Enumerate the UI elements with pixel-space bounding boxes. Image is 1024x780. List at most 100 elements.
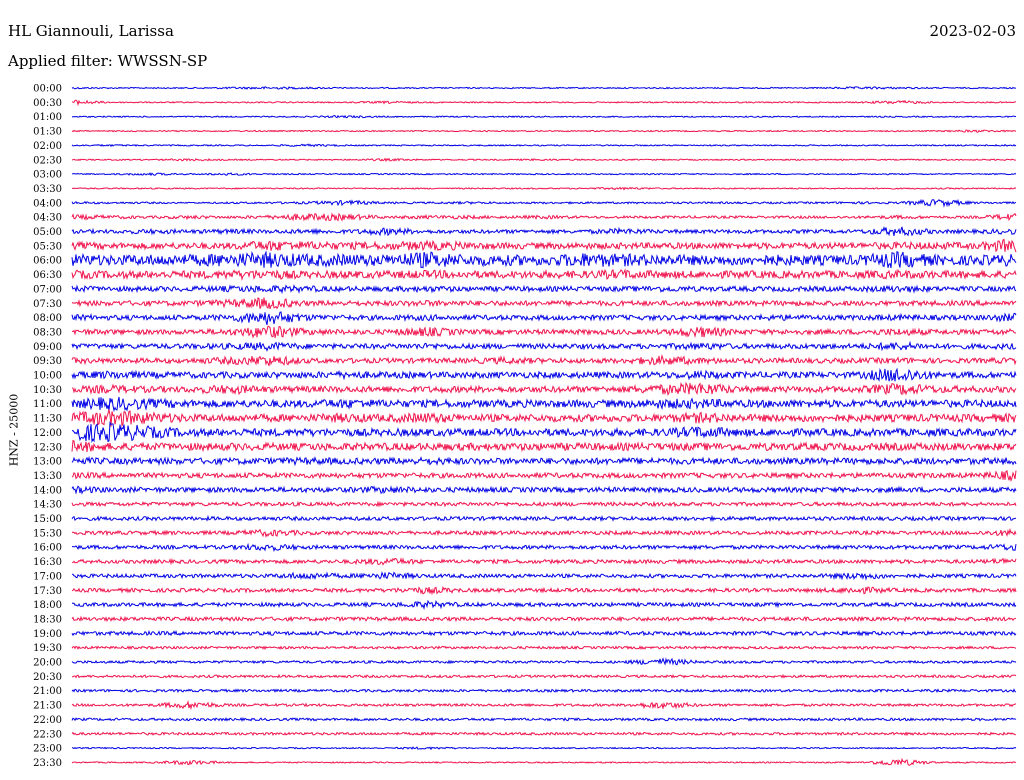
trace-row xyxy=(71,688,1017,694)
time-tick-label: 19:00 xyxy=(33,629,62,640)
trace-row xyxy=(71,409,1017,428)
trace-row xyxy=(71,268,1017,281)
trace-row xyxy=(71,527,1017,538)
trace-row xyxy=(71,354,1017,367)
station-title: HL Giannouli, Larissa xyxy=(8,22,174,40)
trace-row xyxy=(71,470,1017,483)
time-tick-label: 06:30 xyxy=(33,270,62,281)
trace-row xyxy=(71,421,1017,444)
trace-row xyxy=(71,615,1017,623)
trace-row xyxy=(71,599,1017,611)
trace-row xyxy=(71,250,1017,269)
time-tick-label: 17:00 xyxy=(33,571,62,582)
time-tick-label: 14:00 xyxy=(33,485,62,496)
trace-row xyxy=(71,485,1017,495)
trace-row xyxy=(71,340,1017,352)
trace-row xyxy=(71,325,1017,339)
trace-row xyxy=(71,114,1017,119)
trace-row xyxy=(71,86,1017,90)
time-tick-label: 00:00 xyxy=(33,84,62,95)
trace-row xyxy=(71,557,1017,566)
trace-row xyxy=(71,542,1017,553)
trace-row xyxy=(71,731,1017,737)
time-tick-label: 11:00 xyxy=(33,399,62,410)
time-tick-label: 22:30 xyxy=(33,729,62,740)
trace-row xyxy=(71,99,1017,107)
time-tick-label: 10:30 xyxy=(33,385,62,396)
time-tick-label: 21:30 xyxy=(33,701,62,712)
trace-row xyxy=(71,396,1017,413)
trace-row xyxy=(71,746,1017,751)
time-tick-label: 21:00 xyxy=(33,686,62,697)
time-tick-label: 01:30 xyxy=(33,127,62,138)
time-tick-label: 07:30 xyxy=(33,299,62,310)
time-tick-label: 03:30 xyxy=(33,184,62,195)
time-tick-label: 13:00 xyxy=(33,457,62,468)
time-tick-label: 09:30 xyxy=(33,356,62,367)
time-tick-label: 06:00 xyxy=(33,256,62,267)
time-tick-label: 05:30 xyxy=(33,241,62,252)
time-tick-label: 10:00 xyxy=(33,371,62,382)
trace-row xyxy=(71,157,1017,163)
trace-row xyxy=(71,186,1017,191)
time-tick-label: 20:30 xyxy=(33,672,62,683)
time-tick-label: 11:30 xyxy=(33,414,62,425)
time-tick-label: 16:00 xyxy=(33,543,62,554)
trace-row xyxy=(71,439,1017,453)
time-tick-label: 02:00 xyxy=(33,141,62,152)
trace-row xyxy=(71,311,1017,325)
trace-row xyxy=(71,172,1017,177)
time-tick-label: 17:30 xyxy=(33,586,62,597)
time-tick-label: 00:30 xyxy=(33,98,62,109)
trace-row xyxy=(71,645,1017,651)
time-tick-label: 08:30 xyxy=(33,327,62,338)
time-tick-label: 19:30 xyxy=(33,643,62,654)
trace-row xyxy=(71,455,1017,467)
filter-label: Applied filter: WWSSN-SP xyxy=(8,52,208,70)
time-tick-label: 16:30 xyxy=(33,557,62,568)
time-tick-label: 12:30 xyxy=(33,442,62,453)
trace-row xyxy=(71,297,1017,310)
time-tick-label: 08:00 xyxy=(33,313,62,324)
trace-row xyxy=(71,629,1017,637)
time-tick-label: 18:30 xyxy=(33,614,62,625)
time-tick-label: 09:00 xyxy=(33,342,62,353)
trace-row xyxy=(71,226,1017,237)
trace-row xyxy=(71,673,1017,679)
time-tick-label: 12:00 xyxy=(33,428,62,439)
trace-row xyxy=(71,514,1017,523)
trace-row xyxy=(71,657,1017,666)
time-tick-label: 15:00 xyxy=(33,514,62,525)
trace-row xyxy=(71,143,1017,148)
trace-row xyxy=(71,284,1017,295)
trace-row xyxy=(71,212,1017,222)
trace-row xyxy=(71,129,1017,133)
time-tick-label: 23:30 xyxy=(33,758,62,769)
time-tick-label: 18:00 xyxy=(33,600,62,611)
trace-row xyxy=(71,757,1017,766)
time-tick-label: 22:00 xyxy=(33,715,62,726)
time-tick-label: 23:00 xyxy=(33,744,62,755)
time-tick-label: 04:00 xyxy=(33,198,62,209)
trace-row xyxy=(71,367,1017,382)
trace-row xyxy=(71,700,1017,711)
trace-row xyxy=(71,716,1017,722)
time-tick-label: 02:30 xyxy=(33,155,62,166)
time-tick-label: 05:00 xyxy=(33,227,62,238)
trace-row xyxy=(71,571,1017,581)
trace-row xyxy=(71,198,1017,208)
time-tick-label: 04:30 xyxy=(33,213,62,224)
time-tick-label: 20:00 xyxy=(33,658,62,669)
time-tick-label: 13:30 xyxy=(33,471,62,482)
time-tick-label: 01:00 xyxy=(33,112,62,123)
time-tick-label: 03:00 xyxy=(33,170,62,181)
date-label: 2023-02-03 xyxy=(929,22,1016,40)
time-tick-label: 15:30 xyxy=(33,528,62,539)
trace-row xyxy=(71,585,1017,596)
time-tick-label: 14:30 xyxy=(33,500,62,511)
trace-row xyxy=(71,381,1017,396)
time-tick-label: 07:00 xyxy=(33,284,62,295)
trace-row xyxy=(71,238,1017,253)
trace-row xyxy=(71,500,1017,508)
